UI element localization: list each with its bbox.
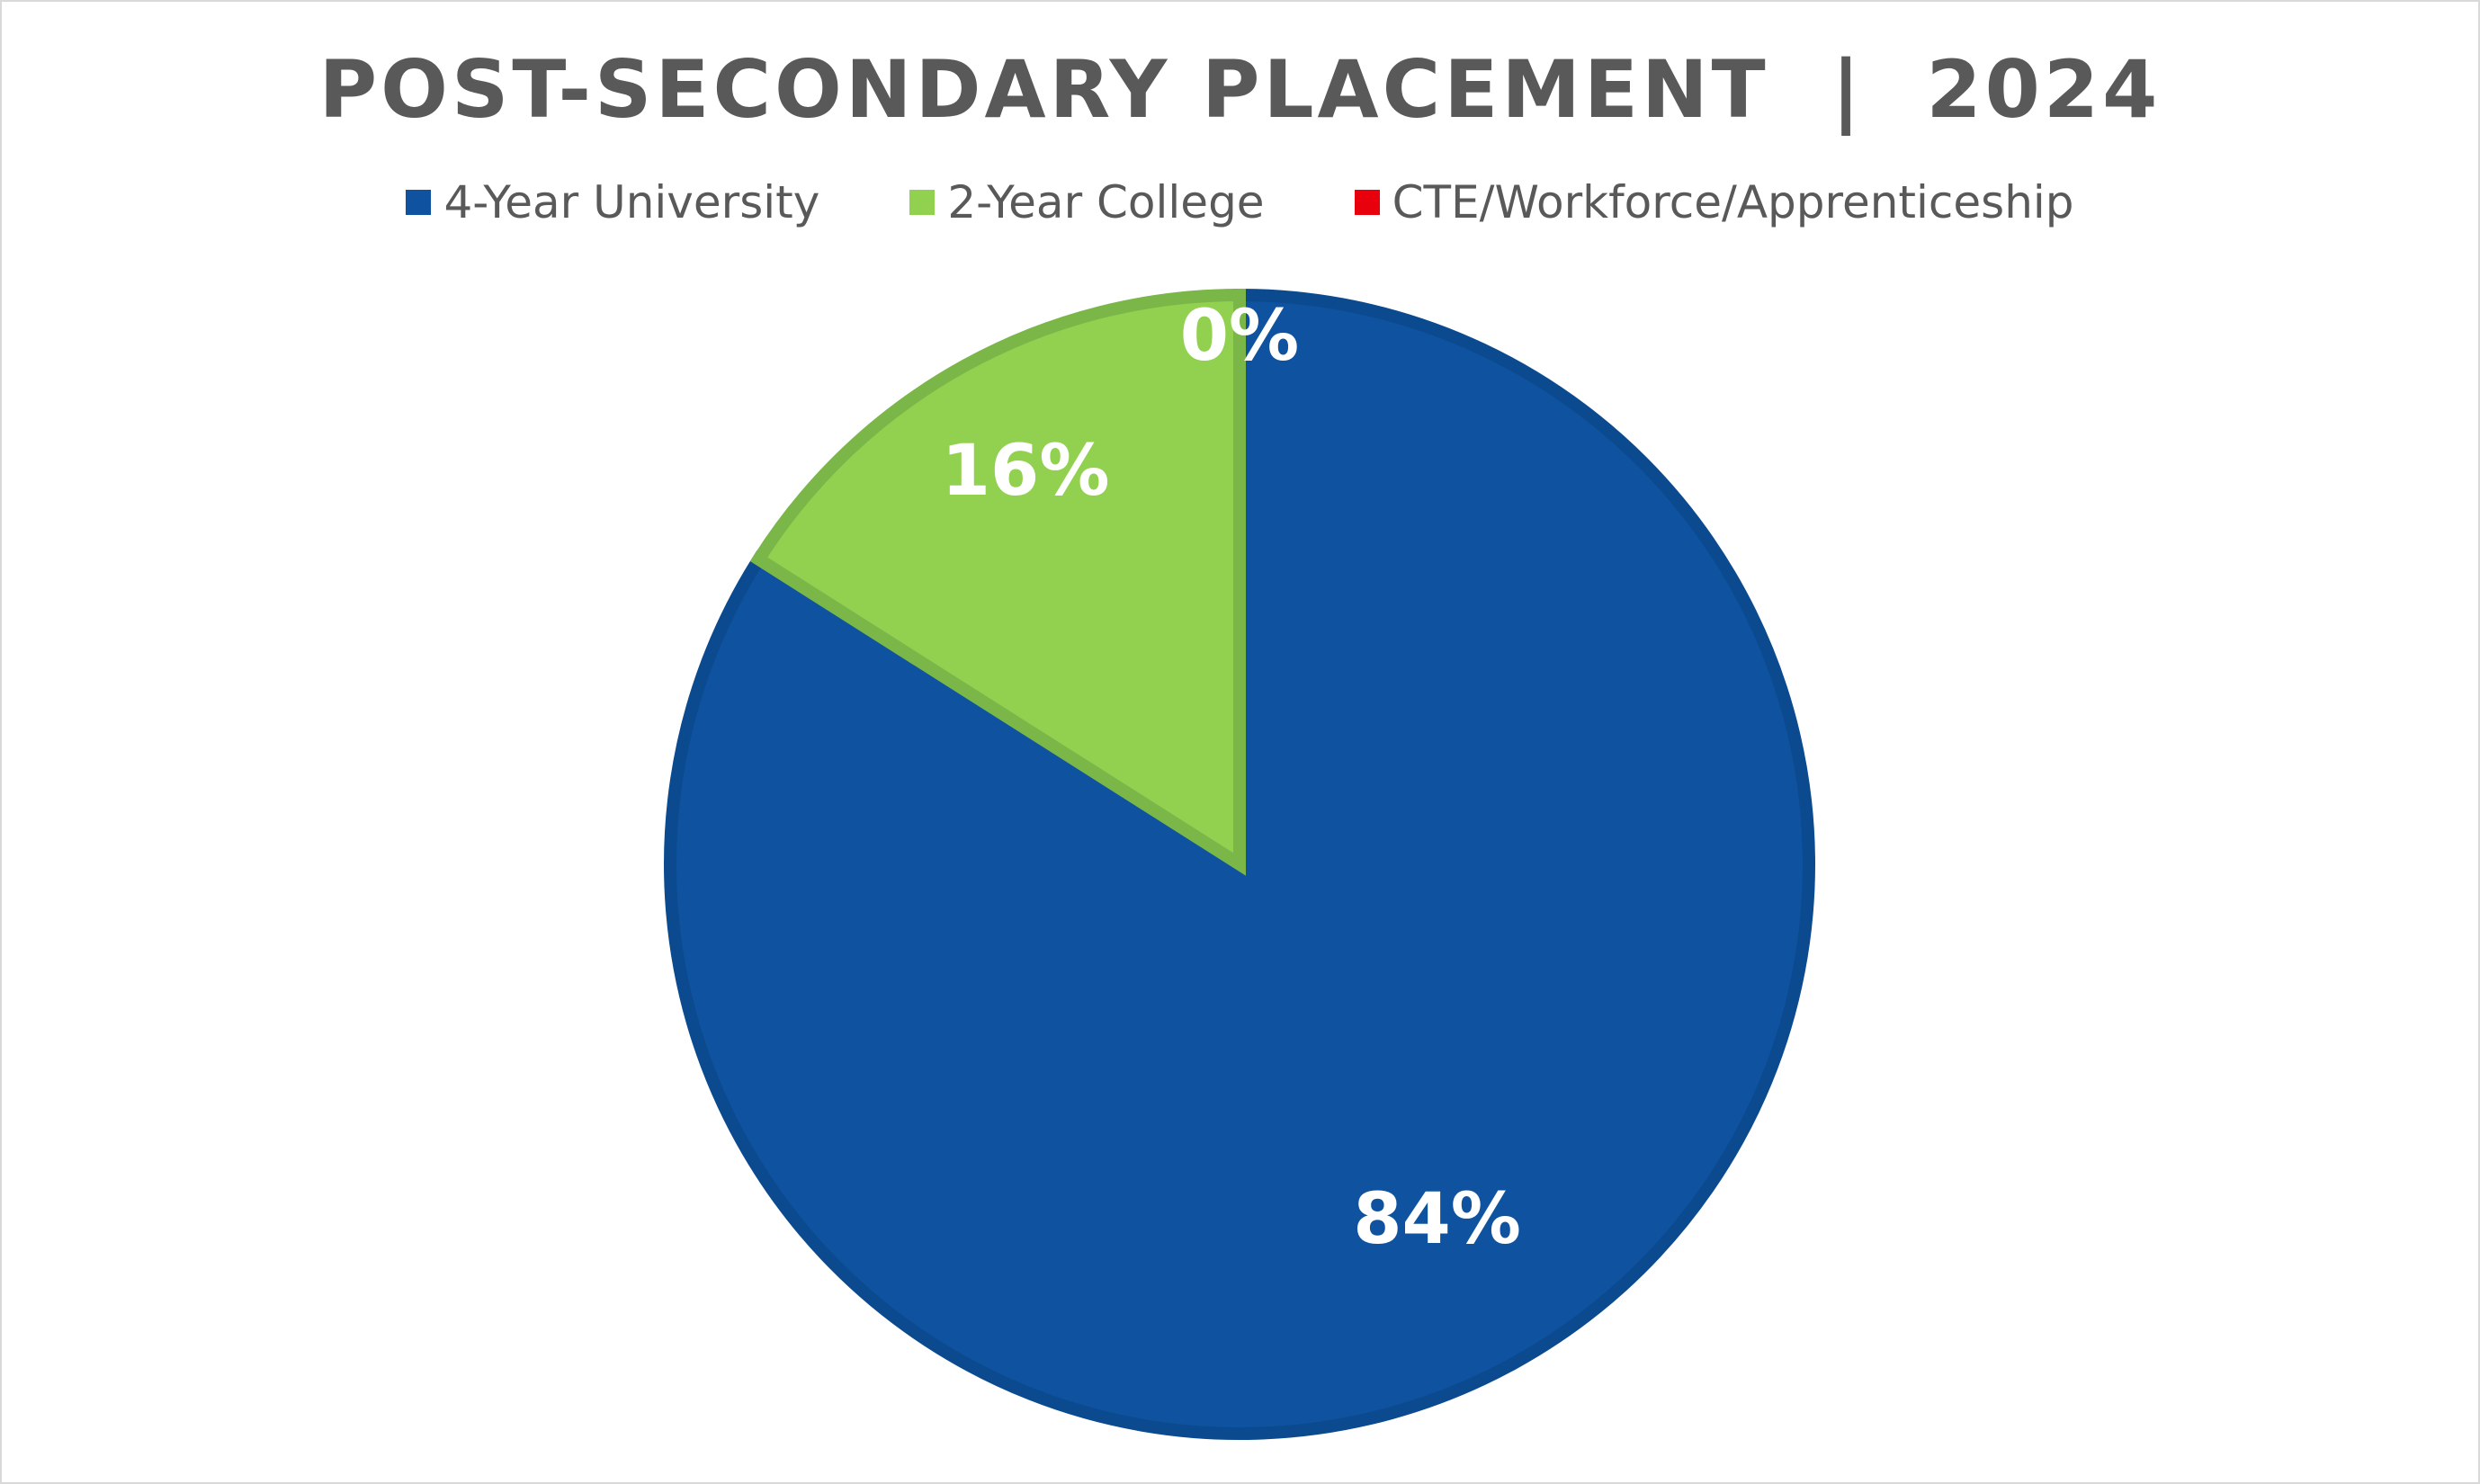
slice-2-year-college — [749, 288, 1246, 876]
legend-item-2-year-college: 2-Year College — [909, 176, 1265, 228]
data-label-cte-workforce: 0% — [1180, 296, 1299, 377]
data-label-2-year-college: 16% — [942, 431, 1110, 512]
legend-item-cte-workforce: CTE/Workforce/Apprenticeship — [1354, 176, 2074, 228]
legend-item-4-year-university: 4-Year University — [406, 176, 819, 228]
chart-title: POST-SECONDARY PLACEMENT | 2024 — [318, 43, 2162, 136]
pie-slices — [664, 288, 1815, 1440]
legend-label-4-year-university: 4-Year University — [443, 176, 820, 228]
legend-swatch-4-year-university — [406, 190, 432, 215]
legend-swatch-cte-workforce — [1354, 190, 1380, 215]
chart-legend: 4-Year University 2-Year College CTE/Wor… — [0, 176, 2480, 228]
data-label-4-year-university: 84% — [1353, 1179, 1521, 1260]
legend-swatch-2-year-college — [909, 190, 936, 215]
pie-data-labels: 84% 16% 0% — [942, 296, 1521, 1260]
legend-label-2-year-college: 2-Year College — [947, 176, 1265, 228]
legend-label-cte-workforce: CTE/Workforce/Apprenticeship — [1392, 176, 2074, 228]
